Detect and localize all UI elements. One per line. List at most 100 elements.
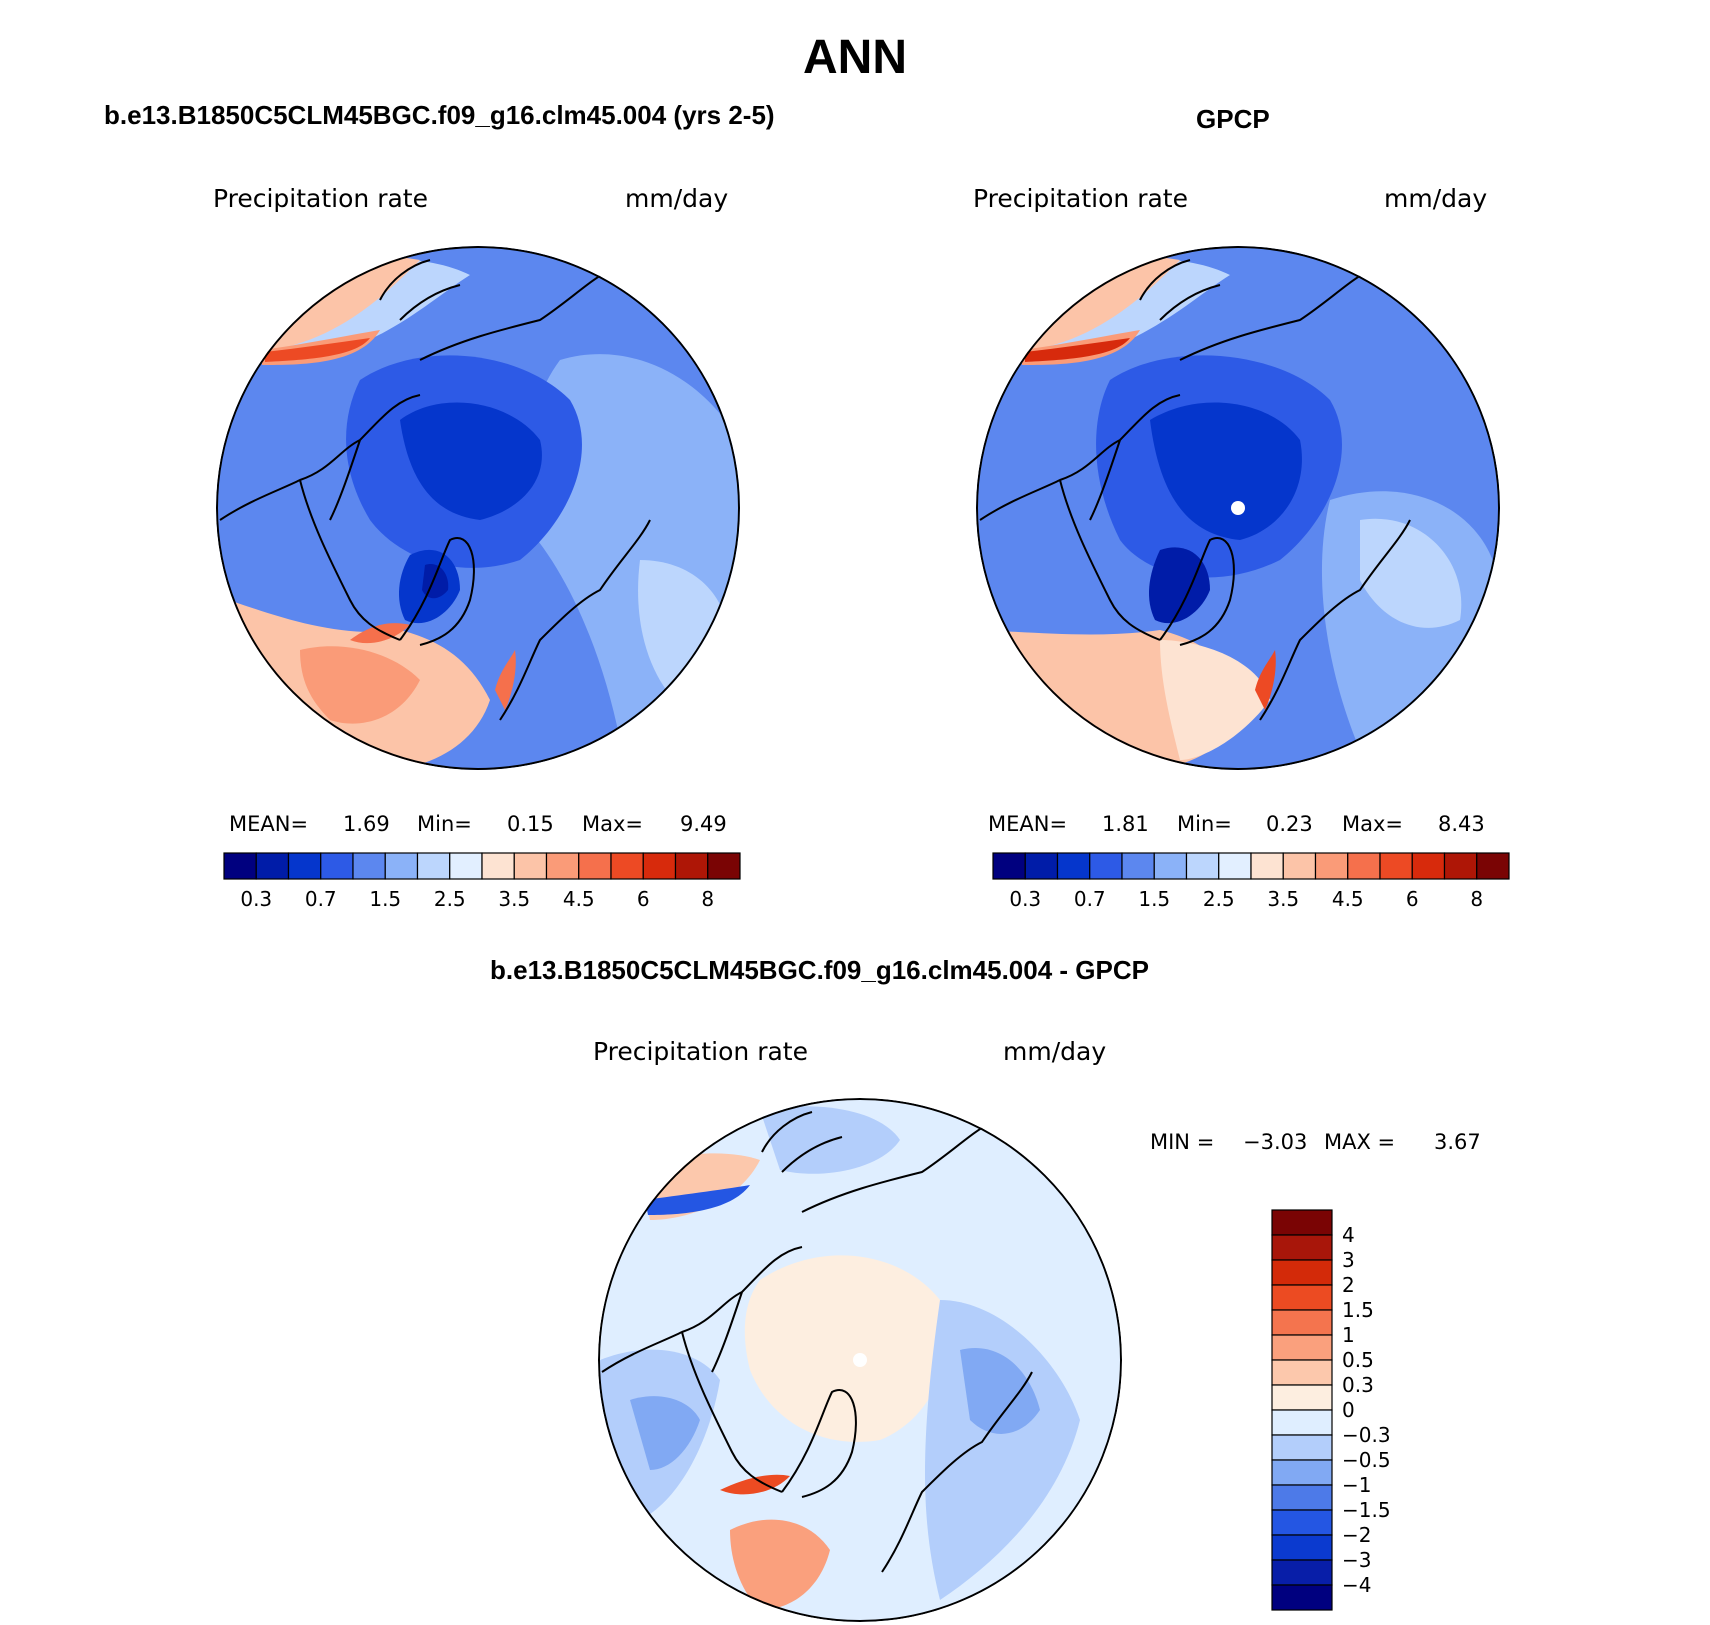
map2-coastline-eurasia	[1179, 269, 1411, 721]
panel2-min-label: Min=	[1177, 812, 1232, 836]
map1-outline	[216, 246, 740, 770]
map2-region-arctic-core	[1150, 402, 1302, 540]
panel1-min-value: 0.15	[507, 812, 554, 836]
colorbar1-swatch	[642, 852, 677, 880]
map1-region-atlantic-core	[300, 646, 420, 724]
map3-coastline-canada	[601, 1246, 803, 1493]
colorbar2-swatch	[1218, 852, 1252, 880]
colorbar2-swatch	[1153, 852, 1188, 880]
colorbar3-tick-label: −1	[1342, 1473, 1371, 1497]
map3-outline	[598, 1098, 1122, 1622]
colorbar3-swatch	[1271, 1509, 1333, 1536]
colorbar3-swatch	[1271, 1384, 1333, 1411]
panel2-units: mm/day	[1384, 184, 1488, 213]
colorbar1-tick-label: 2.5	[434, 887, 466, 911]
map1-coastline-alaska	[379, 259, 461, 321]
map2-outline	[976, 246, 1500, 770]
map2-region-greenland	[1148, 547, 1210, 624]
panel2-min-value: 0.23	[1266, 812, 1313, 836]
panel1-max-value: 9.49	[680, 812, 727, 836]
panel2-max-value: 8.43	[1438, 812, 1485, 836]
map2-coastline-alaska	[1139, 259, 1221, 321]
colorbar1-swatch	[320, 852, 354, 880]
map3-region-atlantic-positive	[730, 1519, 830, 1610]
colorbar3-tick-label: 1.5	[1342, 1298, 1374, 1322]
colorbar2-swatch	[1056, 852, 1091, 880]
colorbar2-swatch	[1024, 852, 1059, 880]
map3-region-center-positive	[744, 1255, 947, 1442]
colorbar3-swatch	[1271, 1459, 1333, 1486]
map1-region-norway-coast	[495, 650, 516, 710]
map1-coastline-greenland	[399, 537, 475, 646]
colorbar1-swatch	[352, 852, 386, 880]
map-panel1	[216, 246, 740, 770]
map3-coastline-greenland	[781, 1389, 857, 1498]
colorbar1-tick-label: 0.7	[305, 887, 337, 911]
colorbar1-tick-label: 1.5	[369, 887, 401, 911]
colorbar2-swatch	[1250, 852, 1284, 880]
colorbar1-swatch	[674, 852, 709, 880]
colorbar3-swatch	[1271, 1234, 1333, 1261]
colorbar1-swatch	[255, 852, 290, 880]
colorbar1-swatch	[416, 852, 451, 880]
map3-region-greenland-coast	[720, 1474, 790, 1495]
colorbar3-tick-label: 0.5	[1342, 1348, 1374, 1372]
map3-region-east-core	[960, 1348, 1040, 1434]
colorbar1-swatch	[449, 852, 483, 880]
colorbar3-tick-label: 4	[1342, 1223, 1355, 1247]
panel1-max-label: Max=	[582, 812, 644, 836]
colorbar3-swatch	[1271, 1534, 1333, 1561]
colorbar2-swatch	[1411, 852, 1446, 880]
map1-coastline-eurasia	[419, 269, 651, 721]
colorbar1-tick-label: 8	[701, 887, 714, 911]
colorbar2-swatch	[1089, 852, 1123, 880]
panel2-title: GPCP	[1196, 104, 1270, 134]
panel2-mean-label: MEAN=	[988, 812, 1068, 836]
map1-region-pacific-peak	[265, 338, 370, 362]
map3-coastline-eurasia	[801, 1121, 1033, 1573]
map2-region-atlantic-light	[1160, 640, 1270, 760]
colorbar2-swatch	[1476, 852, 1510, 880]
panel1-mean-label: MEAN=	[229, 812, 309, 836]
map3-pole-missing	[853, 1353, 867, 1367]
panel1-variable: Precipitation rate	[213, 184, 428, 213]
colorbar-panel2: 0.3 0.7 1.5 2.5 3.5 4.5 6 8	[992, 852, 1510, 911]
colorbar2-swatch	[1314, 852, 1349, 880]
panel1-min-label: Min=	[417, 812, 472, 836]
colorbar2-tick-label: 0.3	[1009, 887, 1041, 911]
map1-region-greenland-coast	[350, 623, 410, 644]
map2-coastline-canada	[979, 394, 1181, 641]
map-panel3	[598, 1098, 1122, 1622]
panel2-mean-value: 1.81	[1102, 812, 1149, 836]
panel3-title: b.e13.B1850C5CLM45BGC.f09_g16.clm45.004 …	[490, 955, 1149, 985]
map3-region-pacific-negative	[645, 1185, 750, 1215]
map1-region-arctic-core	[400, 402, 542, 520]
colorbar3-tick-label: 3	[1342, 1248, 1355, 1272]
colorbar2-swatch	[1121, 852, 1155, 880]
colorbar3-tick-label: 0.3	[1342, 1373, 1374, 1397]
colorbar3-swatch	[1271, 1334, 1333, 1361]
map2-pole-missing	[1231, 501, 1245, 515]
map3-coastline-alaska	[761, 1111, 843, 1173]
panel1-units: mm/day	[625, 184, 729, 213]
colorbar3-tick-label: 0	[1342, 1398, 1355, 1422]
map2-region-far-east	[1360, 518, 1462, 628]
colorbar3-tick-label: −1.5	[1342, 1498, 1391, 1522]
colorbar-panel1: 0.3 0.7 1.5 2.5 3.5 4.5 6 8	[223, 852, 741, 911]
colorbar3-swatch	[1271, 1559, 1333, 1586]
map2-region-pacific-peak	[1025, 338, 1130, 362]
colorbar3-tick-label: 2	[1342, 1273, 1355, 1297]
colorbar1-swatch	[545, 852, 580, 880]
colorbar1-swatch	[610, 852, 644, 880]
colorbar3-tick-label: −0.3	[1342, 1423, 1391, 1447]
panel3-units: mm/day	[1003, 1037, 1107, 1066]
panel3-min-value: −3.03	[1243, 1130, 1308, 1154]
panel1-mean-value: 1.69	[343, 812, 390, 836]
map2-coastline-greenland	[1159, 537, 1235, 646]
colorbar1-swatch	[481, 852, 515, 880]
panel2-max-label: Max=	[1342, 812, 1404, 836]
colorbar1-tick-label: 3.5	[498, 887, 530, 911]
colorbar2-swatch	[1379, 852, 1413, 880]
colorbar1-swatch	[223, 852, 257, 880]
